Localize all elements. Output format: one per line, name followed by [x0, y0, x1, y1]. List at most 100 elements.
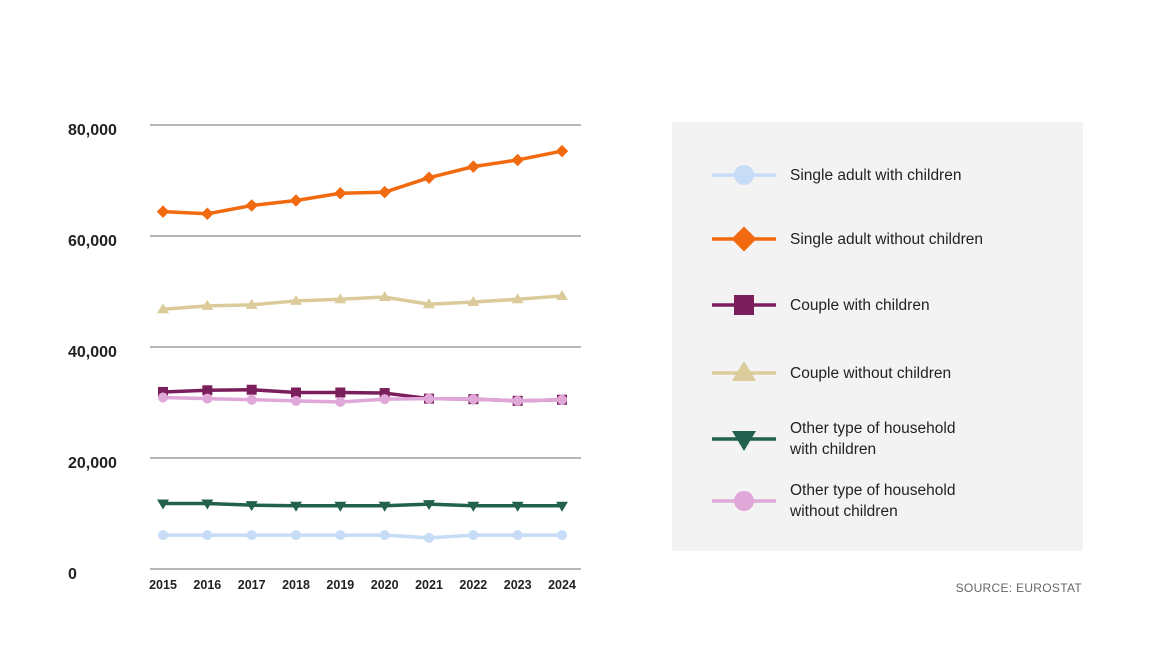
diamond-marker-icon	[712, 226, 776, 252]
data-point	[245, 501, 258, 512]
data-point	[290, 501, 302, 512]
data-point	[423, 500, 435, 511]
data-point	[424, 532, 434, 543]
data-point	[202, 385, 213, 396]
data-point	[201, 207, 214, 221]
data-point	[335, 396, 346, 407]
series-2	[158, 384, 567, 406]
triangle-down-marker-icon	[712, 431, 776, 451]
data-point	[291, 387, 301, 398]
legend-label: Couple without children	[790, 364, 952, 382]
data-point	[511, 501, 524, 512]
data-point	[334, 501, 347, 512]
series-line	[162, 395, 563, 404]
data-point	[290, 294, 302, 305]
data-point	[246, 530, 257, 541]
data-point	[378, 291, 391, 302]
data-point	[158, 386, 168, 397]
data-point	[379, 530, 390, 541]
series-0	[158, 530, 567, 543]
data-point	[556, 289, 568, 300]
data-point	[157, 303, 169, 314]
legend-item: Couple with children	[712, 290, 1010, 320]
legend-marker	[732, 361, 756, 381]
series-4	[157, 499, 568, 512]
data-point	[334, 293, 347, 304]
data-point	[201, 499, 214, 510]
data-point	[512, 395, 523, 406]
data-point	[334, 187, 347, 200]
y-tick-label: 20,000	[68, 455, 117, 472]
data-point	[557, 530, 567, 541]
triangle-up-marker-icon	[712, 361, 776, 381]
legend-marker	[732, 431, 756, 451]
data-point	[557, 394, 567, 405]
series-line	[163, 533, 562, 540]
data-point	[201, 299, 214, 310]
legend-label: Other type of household with children	[790, 420, 956, 458]
series-line	[163, 501, 562, 508]
data-point	[379, 394, 390, 405]
legend-label: Other type of household without children	[790, 482, 956, 520]
legend-label: Couple with children	[790, 296, 930, 314]
y-tick-label: 0	[68, 566, 77, 583]
data-point	[158, 530, 168, 541]
data-point	[423, 298, 435, 309]
data-point	[511, 153, 524, 167]
data-point	[467, 296, 480, 307]
x-tick-label: 2021	[415, 578, 443, 592]
data-point	[157, 499, 169, 510]
series-3	[157, 289, 568, 314]
data-point	[202, 393, 213, 404]
series-line	[162, 294, 563, 312]
data-point	[378, 501, 391, 512]
legend-marker	[734, 295, 754, 315]
data-point	[202, 530, 213, 541]
data-point	[468, 530, 479, 541]
data-point	[424, 393, 434, 404]
data-point	[335, 530, 346, 541]
data-point	[511, 293, 524, 304]
data-point	[291, 530, 301, 541]
x-tick-label: 2017	[238, 578, 266, 592]
x-tick-label: 2020	[371, 578, 399, 592]
x-tick-label: 2022	[459, 578, 487, 592]
legend-item: Single adult with children	[712, 160, 1010, 190]
data-point	[245, 298, 258, 309]
data-point	[467, 160, 480, 173]
legend-item: Other type of household with children	[712, 418, 1010, 460]
x-tick-label: 2023	[504, 578, 532, 592]
source-note: SOURCE: EUROSTAT	[955, 581, 1082, 595]
series-5	[158, 392, 567, 407]
x-tick-label: 2019	[326, 578, 354, 592]
legend-label: Single adult without children	[790, 230, 984, 248]
circle-marker-icon	[712, 491, 776, 511]
x-tick-label: 2016	[193, 578, 221, 592]
legend-marker	[734, 491, 754, 511]
y-tick-label: 40,000	[68, 344, 117, 361]
data-point	[378, 185, 391, 199]
data-point	[291, 395, 301, 406]
data-point	[555, 144, 569, 158]
legend: Single adult with children Single adult w…	[672, 122, 1083, 551]
square-marker-icon	[712, 295, 776, 315]
legend-marker	[734, 165, 754, 185]
data-point	[156, 205, 170, 218]
x-tick-label: 2024	[548, 578, 576, 592]
x-tick-label: 2018	[282, 578, 310, 592]
data-point	[335, 387, 346, 398]
series-1	[156, 144, 569, 221]
x-tick-label: 2015	[149, 578, 177, 592]
legend-marker	[731, 226, 757, 252]
data-point	[245, 199, 258, 212]
legend-item: Single adult without children	[712, 224, 1010, 254]
y-tick-label: 60,000	[68, 233, 117, 250]
data-point	[246, 384, 257, 395]
data-point	[468, 394, 479, 405]
circle-marker-icon	[712, 165, 776, 185]
data-point	[158, 392, 168, 403]
legend-label: Single adult with children	[790, 166, 962, 184]
data-point	[246, 394, 257, 405]
data-point	[289, 194, 303, 207]
